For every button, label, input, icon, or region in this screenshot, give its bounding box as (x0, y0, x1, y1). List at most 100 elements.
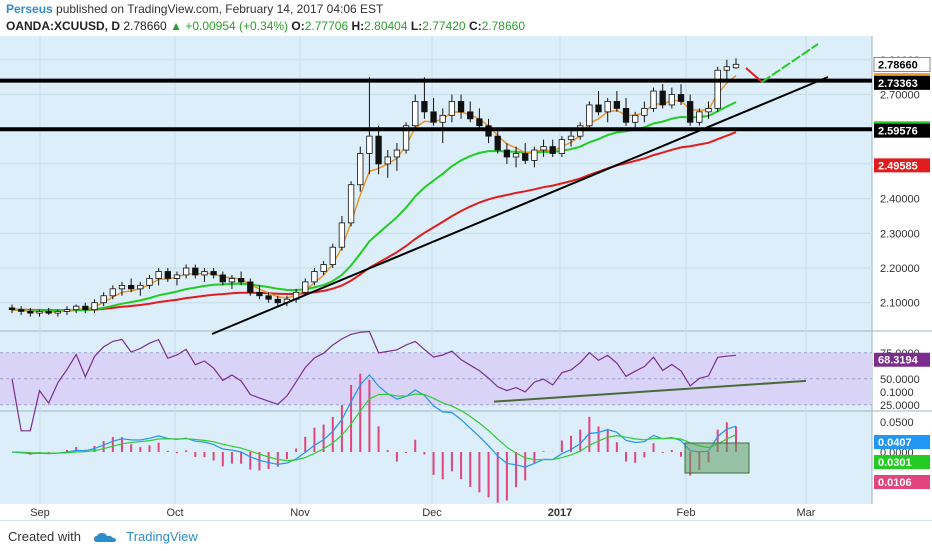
time-tick-label: Mar (797, 507, 816, 519)
candle (155, 271, 162, 279)
chart-area[interactable]: Sep Oct Nov Dec 2017 Feb Mar 2.10000 2.20000 2.30… (0, 36, 932, 520)
high-label: H: (351, 19, 365, 33)
candle (622, 107, 630, 123)
candle (384, 156, 391, 165)
rsi-line (11, 330, 737, 432)
footer: Created with TradingView (0, 520, 932, 551)
plot-background (0, 36, 872, 504)
candle (632, 114, 639, 123)
candle (274, 298, 281, 304)
price-label-text: 2.73363 (878, 78, 918, 90)
candle (476, 118, 483, 127)
candle (494, 135, 501, 151)
published-text: published on TradingView.com, February 1… (52, 2, 384, 16)
candle (164, 271, 171, 279)
price-label-box (873, 56, 931, 72)
candle (567, 135, 575, 141)
candle (27, 310, 34, 314)
candle (412, 101, 419, 127)
rsi-trendline (493, 379, 807, 403)
candle (467, 111, 474, 120)
candle (265, 295, 272, 300)
candle (256, 291, 263, 297)
candle (63, 309, 71, 312)
time-tick-label: Feb (677, 507, 696, 519)
close-value: 2.78660 (481, 19, 526, 33)
time-tick-label: Nov (290, 507, 310, 519)
macd-value-box (874, 475, 930, 489)
candle (687, 101, 694, 123)
candle (118, 284, 126, 290)
macd-value-label: 0.0407 (878, 437, 912, 449)
time-tick-label: Dec (422, 507, 442, 519)
candle (595, 104, 602, 113)
candle (201, 271, 208, 276)
close-label: C: (468, 19, 482, 33)
candle (127, 284, 135, 290)
price-tick-label: 2.20000 (880, 263, 920, 275)
rsi-tick-label: 50.0000 (880, 374, 920, 386)
candle (247, 281, 254, 293)
price-tick-label: 2.10000 (880, 298, 920, 310)
candle (613, 101, 621, 109)
low-label: L: (410, 19, 423, 33)
candle (54, 310, 61, 314)
candle (457, 101, 465, 113)
candle (540, 146, 547, 151)
candle (439, 114, 446, 123)
projection-down-line (745, 67, 763, 83)
candle (512, 153, 520, 158)
price-label-text: 2.59576 (878, 126, 918, 138)
candle (311, 271, 318, 283)
price-label-box (874, 123, 930, 138)
candle (146, 278, 153, 286)
change-arrow-icon: ▲ (170, 19, 182, 33)
symbol-label[interactable]: OANDA:XCUUSD, D (6, 19, 120, 33)
candle (82, 305, 89, 311)
trendline (211, 76, 829, 335)
candle (503, 149, 511, 158)
price-label-box (874, 158, 930, 173)
candle (8, 307, 16, 311)
macd-value-box (874, 455, 930, 469)
open-value: 2.77706 (304, 19, 349, 33)
macd-tick-label: 0.1000 (880, 387, 914, 399)
candle (36, 310, 43, 314)
candle (641, 107, 648, 116)
candle (329, 246, 336, 265)
highlight-box (684, 442, 750, 474)
price-tick-label: 2.70000 (880, 90, 920, 102)
candle (357, 153, 364, 186)
macd-value-label: 0.0106 (878, 477, 912, 489)
rsi-value-box (874, 352, 930, 367)
time-axis-background (0, 504, 872, 520)
candle (604, 101, 611, 113)
tradingview-brand[interactable]: TradingView (126, 529, 198, 544)
candle (91, 302, 98, 311)
candle (714, 69, 721, 109)
author-name[interactable]: Perseus (6, 2, 53, 16)
candle (402, 125, 410, 151)
created-with-text: Created with (8, 529, 81, 544)
candle (723, 66, 730, 71)
candle (302, 281, 309, 293)
price-change: +0.00954 (+0.34%) (185, 19, 289, 33)
candle (366, 135, 373, 154)
rsi-band (0, 352, 872, 405)
publish-info: Perseus published on TradingView.com, Fe… (6, 2, 383, 16)
time-tick-label: Oct (166, 507, 183, 519)
rsi-tick-label: 25.0000 (880, 400, 920, 412)
candle (18, 309, 25, 312)
candle (192, 267, 199, 276)
candle (650, 90, 657, 109)
candle (586, 104, 593, 127)
chart-header: Perseus published on TradingView.com, Fe… (0, 0, 932, 36)
macd-value-box (874, 435, 930, 449)
candle (696, 111, 703, 123)
candle (237, 278, 245, 283)
price-label-text: 2.49585 (878, 160, 918, 172)
tradingview-cloud-icon (93, 532, 116, 542)
rsi-value-label: 68.3194 (878, 355, 919, 367)
ema-fast-line (11, 74, 737, 313)
candle (210, 271, 217, 276)
